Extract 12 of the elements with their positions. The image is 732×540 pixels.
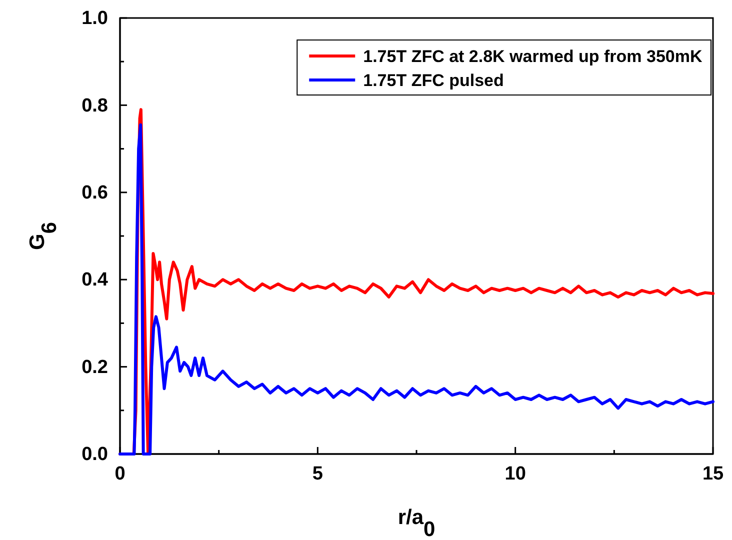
text: 1.0 [82,8,108,30]
y-tick-label: 0.4 [82,270,108,291]
y-tick-label: 0.6 [82,182,108,204]
legend-label: 1.75T ZFC pulsed [363,70,504,90]
text: 0.0 [82,444,108,466]
x-tick-label: 5 [312,463,324,484]
y-tick-label: 0.8 [82,95,108,116]
x-tick-label: 15 [702,463,724,484]
x-tick-label: 10 [504,463,526,484]
x-tick-label: 0 [114,463,126,484]
legend-label: 1.75T ZFC at 2.8K warmed up from 350mK [363,46,703,66]
y-tick-label: 0.2 [82,356,108,378]
